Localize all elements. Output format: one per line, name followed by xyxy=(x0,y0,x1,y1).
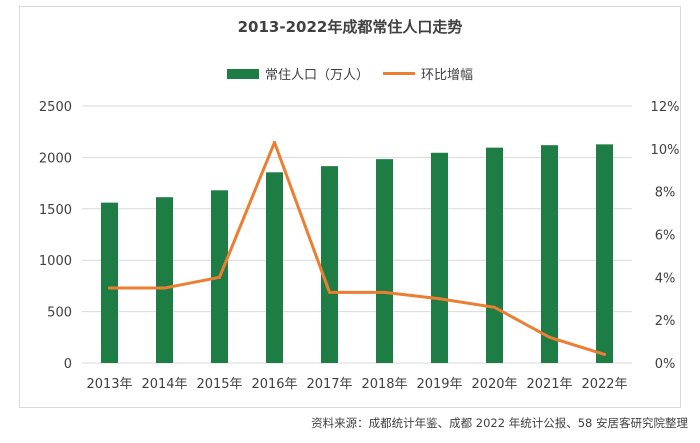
source-note: 资料来源：成都统计年鉴、成都 2022 年统计公报、58 安居客研究院整理 xyxy=(311,416,688,430)
y-left-tick-label: 0 xyxy=(64,357,72,372)
y-right-tick-label: 6% xyxy=(655,229,676,244)
x-tick-label: 2018年 xyxy=(361,377,407,392)
y-right-tick-label: 0% xyxy=(655,357,676,372)
x-tick-label: 2020年 xyxy=(471,377,517,392)
x-tick-label: 2016年 xyxy=(251,377,297,392)
legend-item-population: 常住人口（万人） xyxy=(226,64,369,83)
y-left-tick-label: 500 xyxy=(47,306,72,321)
bar xyxy=(541,145,558,363)
growth-point xyxy=(438,297,441,301)
growth-line xyxy=(108,140,606,356)
y-right-tick-label: 12% xyxy=(651,100,680,115)
x-tick-label: 2021年 xyxy=(526,377,572,392)
y-left-tick-label: 2000 xyxy=(39,151,72,166)
growth-point xyxy=(328,290,331,294)
growth-point xyxy=(218,275,221,279)
bar xyxy=(376,159,393,363)
growth-point xyxy=(108,286,111,290)
bar xyxy=(596,144,613,363)
y-right-tick-label: 2% xyxy=(655,314,676,329)
growth-point xyxy=(493,305,496,309)
growth-point xyxy=(273,140,276,144)
bar xyxy=(156,197,173,363)
growth-point xyxy=(383,290,386,294)
x-tick-label: 2013年 xyxy=(86,377,132,392)
y-left-tick-label: 1000 xyxy=(39,254,72,269)
y-right-tick-label: 8% xyxy=(655,186,676,201)
x-tick-label: 2019年 xyxy=(416,377,462,392)
x-tick-label: 2017年 xyxy=(306,377,352,392)
bar xyxy=(321,166,338,363)
y-left-tick-label: 1500 xyxy=(39,203,72,218)
bar xyxy=(431,152,448,363)
legend-item-growth: 环比增幅 xyxy=(383,64,473,83)
legend: 常住人口（万人） 环比增幅 xyxy=(0,64,700,83)
x-tick-label: 2022年 xyxy=(581,377,627,392)
legend-line-swatch xyxy=(383,72,415,75)
x-tick-label: 2014年 xyxy=(141,377,187,392)
chart-frame xyxy=(19,6,681,408)
bar xyxy=(101,202,118,363)
bar xyxy=(266,172,283,363)
growth-point xyxy=(548,335,551,339)
y-left-tick-label: 2500 xyxy=(39,100,72,115)
y-right-tick-label: 10% xyxy=(651,143,680,158)
growth-point xyxy=(163,286,166,290)
y-right-tick-label: 4% xyxy=(655,271,676,286)
chart-title: 2013-2022年成都常住人口走势 xyxy=(237,18,463,36)
x-tick-label: 2015年 xyxy=(196,377,242,392)
legend-bar-swatch xyxy=(226,68,259,79)
legend-label-population: 常住人口（万人） xyxy=(264,68,369,83)
growth-point xyxy=(603,352,606,356)
legend-label-growth: 环比增幅 xyxy=(421,68,474,83)
bar xyxy=(486,147,503,363)
